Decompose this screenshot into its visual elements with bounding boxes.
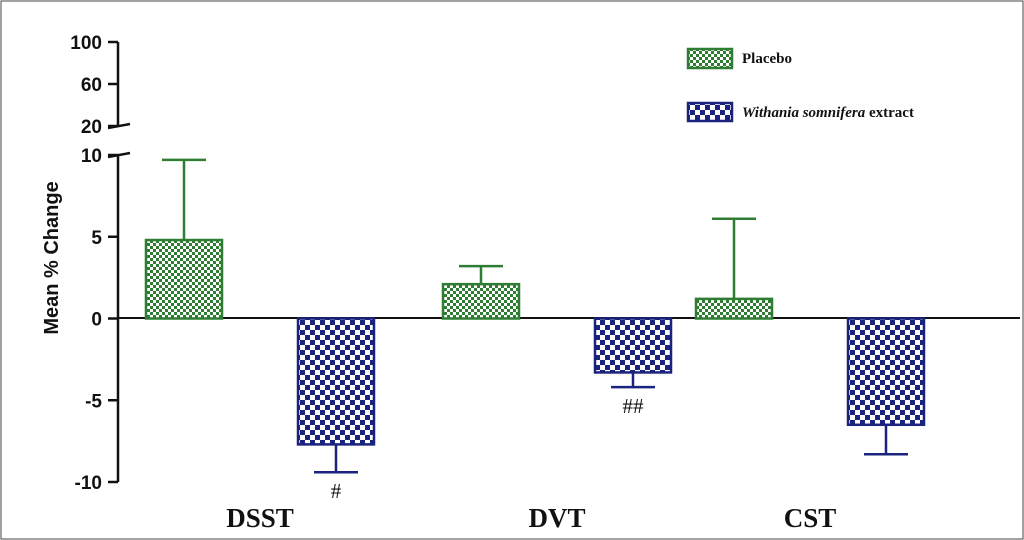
y-axis-break-mark — [107, 122, 131, 130]
y-axis-label: Mean % Change — [41, 181, 63, 334]
legend-swatch-ws — [686, 101, 734, 123]
bar-dsst-placebo — [144, 238, 224, 320]
y-tick-label-lower: 10 — [81, 146, 102, 167]
significance-annotation: ## — [623, 394, 645, 418]
legend-label-ws-italic: Withania somnifera — [742, 105, 866, 121]
bar-dvt-ws — [593, 317, 673, 374]
bar-dvt-placebo — [441, 282, 521, 320]
y-axis-lower-break-mark — [107, 151, 131, 159]
y-tick-label-upper: 60 — [81, 75, 102, 96]
y-tick-label-upper: 20 — [81, 117, 102, 138]
y-tick-label-lower: 5 — [91, 228, 102, 249]
y-tick-label-lower: -10 — [75, 473, 102, 494]
y-axis-upper-ticks: 100 60 20 — [70, 33, 118, 138]
bar-cst-ws — [846, 317, 926, 427]
y-tick-label-lower: 0 — [91, 310, 102, 331]
legend-swatch-placebo — [686, 47, 734, 70]
legend-label-ws: Withania somnifera extract — [742, 105, 914, 121]
category-label-cst: CST — [784, 503, 837, 533]
category-label-dvt: DVT — [528, 503, 585, 533]
category-label-dsst: DSST — [226, 503, 294, 533]
legend: Placebo Withania somnifera extract — [686, 47, 914, 123]
y-tick-label-lower: -5 — [85, 391, 102, 412]
bar-cst-placebo — [694, 297, 774, 320]
bar-dsst-ws — [296, 317, 376, 446]
significance-annotation: # — [331, 479, 342, 503]
bars-layer: ### — [144, 158, 926, 503]
legend-label-placebo: Placebo — [742, 51, 792, 67]
category-labels: DSST DVT CST — [226, 503, 836, 533]
y-axis-lower-ticks: 10 5 0 -5 -10 — [75, 146, 118, 494]
legend-label-ws-rest: extract — [865, 105, 914, 121]
y-tick-label-upper: 100 — [70, 33, 102, 54]
